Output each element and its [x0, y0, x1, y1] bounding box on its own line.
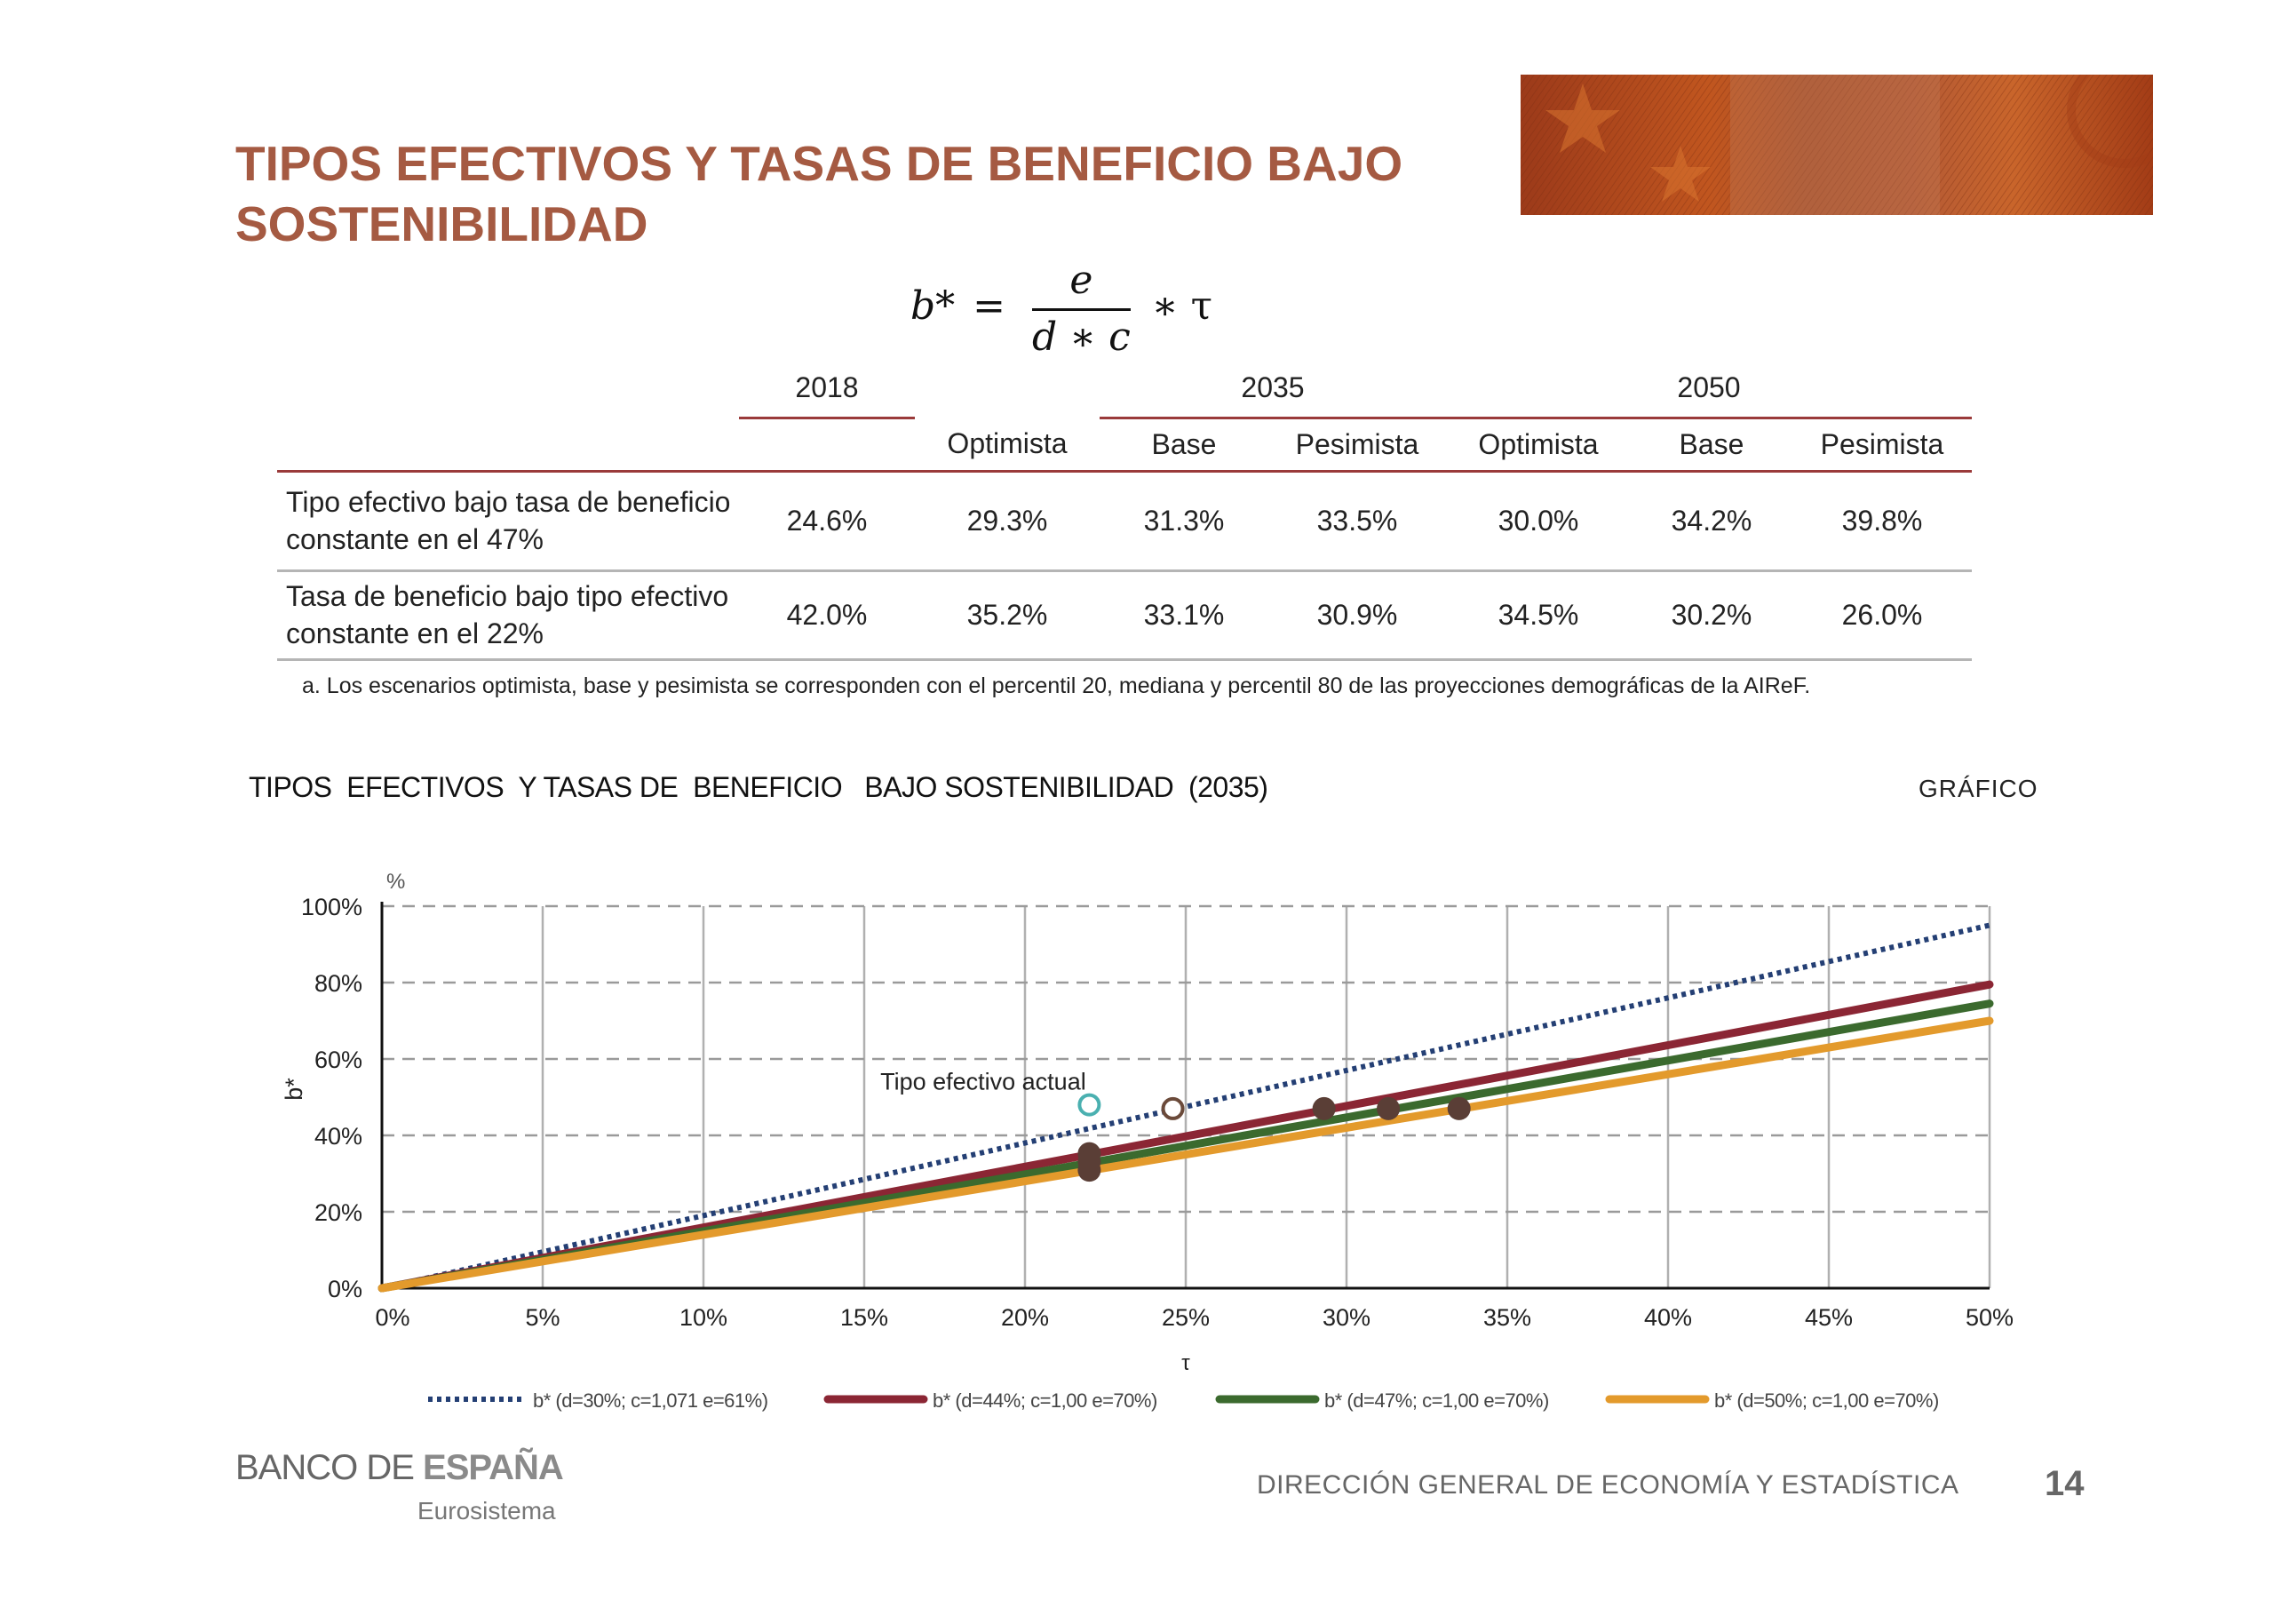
star-icon: [1650, 146, 1711, 202]
x-tick-label: 25%: [1162, 1304, 1210, 1331]
scenario-header: Pesimista: [1268, 418, 1446, 473]
table-cell: 31.3%: [1100, 471, 1268, 572]
year-header: 2035: [1100, 371, 1446, 419]
legend-label: b* (d=44%; c=1,00 e=70%): [933, 1389, 1157, 1412]
y-tick-label: 80%: [314, 970, 362, 997]
star-pattern-graphic: [1521, 75, 2153, 215]
year-header: 2018: [739, 371, 915, 419]
table-row: Tipo efectivo bajo tasa de beneficio con…: [277, 471, 1972, 572]
legend-label: b* (d=50%; c=1,00 e=70%): [1714, 1389, 1939, 1412]
table-cell: 30.2%: [1631, 570, 1792, 661]
table-cell: 33.5%: [1268, 471, 1446, 572]
y-axis-label: b*: [281, 1078, 307, 1101]
table-cell: 26.0%: [1792, 570, 1972, 661]
x-tick-label: 40%: [1644, 1304, 1692, 1331]
x-tick-label: 45%: [1805, 1304, 1853, 1331]
row-label: Tasa de beneficio bajo tipo efectivo con…: [277, 570, 739, 661]
table-cell: 34.2%: [1631, 471, 1792, 572]
x-axis-label: τ: [1181, 1351, 1190, 1375]
y-axis-unit: %: [386, 870, 405, 894]
y-tick-label: 0%: [328, 1276, 362, 1302]
x-tick-label: 35%: [1483, 1304, 1531, 1331]
table-cell: 39.8%: [1792, 471, 1972, 572]
bank-logo: BANCO DE ESPAÑA: [235, 1448, 564, 1488]
x-tick-label: 15%: [840, 1304, 888, 1331]
page-number: 14: [2045, 1464, 2085, 1503]
table-cell: 30.0%: [1446, 471, 1631, 572]
y-tick-label: 60%: [314, 1047, 362, 1073]
footer-department: DIRECCIÓN GENERAL DE ECONOMÍA Y ESTADÍST…: [1257, 1470, 1959, 1500]
x-tick-label: 50%: [1966, 1304, 2014, 1331]
data-point: [1377, 1096, 1401, 1120]
table-footnote: a. Los escenarios optimista, base y pesi…: [302, 673, 1811, 698]
formula-denominator: d ∗ c: [1032, 314, 1131, 360]
legend-label: b* (d=30%; c=1,071 e=61%): [533, 1389, 768, 1412]
table-cell: 34.5%: [1446, 570, 1631, 661]
formula: b* = e d ∗ c ∗ τ: [910, 258, 1212, 360]
y-tick-label: 100%: [301, 894, 362, 920]
star-icon: [1545, 84, 1620, 153]
logo-subtitle: Eurosistema: [417, 1497, 556, 1524]
header-banner-image: [1521, 75, 2153, 215]
data-point: [1312, 1096, 1336, 1120]
chart-title: TIPOS EFECTIVOS Y TASAS DE BENEFICIO BAJ…: [249, 771, 1268, 803]
page-title: TIPOS EFECTIVOS Y TASAS DE BENEFICIO BAJ…: [235, 136, 1403, 251]
table-cell: 29.3%: [915, 471, 1100, 572]
x-tick-label: 0%: [375, 1304, 409, 1331]
table-cell: 33.1%: [1100, 570, 1268, 661]
legend-label: b* (d=47%; c=1,00 e=70%): [1324, 1389, 1549, 1412]
table-cell: 42.0%: [739, 570, 915, 661]
y-tick-label: 20%: [314, 1199, 362, 1226]
scenario-header: Pesimista: [1792, 418, 1972, 473]
chart-tag: GRÁFICO: [1919, 775, 2038, 802]
x-tick-label: 20%: [1001, 1304, 1049, 1331]
x-tick-label: 30%: [1323, 1304, 1370, 1331]
y-tick-label: 40%: [314, 1123, 362, 1150]
data-point-hollow: [1077, 1093, 1101, 1117]
logo-text-part1: BANCO DE: [235, 1448, 424, 1487]
formula-rhs: ∗ τ: [1151, 283, 1212, 329]
x-tick-label: 5%: [525, 1304, 560, 1331]
formula-lhs: b*: [910, 283, 956, 329]
scenario-header: Base: [1100, 418, 1268, 473]
data-point: [1077, 1158, 1101, 1182]
scenario-header: Base: [1631, 418, 1792, 473]
scenario-header: Optimista: [1446, 418, 1631, 473]
table-cell: 30.9%: [1268, 570, 1446, 661]
table-cell: 24.6%: [739, 471, 915, 572]
table-row: Tasa de beneficio bajo tipo efectivo con…: [277, 570, 1972, 661]
scenario-header: Optimista: [915, 418, 1100, 473]
data-point-hollow: [1161, 1096, 1185, 1120]
results-table: 2018 2035 2050 Optimista Base Pesimista …: [277, 371, 1972, 661]
row-label: Tipo efectivo bajo tasa de beneficio con…: [277, 471, 739, 572]
year-header: 2050: [1446, 371, 1972, 419]
data-point: [1447, 1096, 1471, 1120]
logo-text-part2: ESPAÑA: [423, 1448, 564, 1487]
x-tick-label: 10%: [679, 1304, 727, 1331]
table-cell: 35.2%: [915, 570, 1100, 661]
series-line: [377, 1016, 1994, 1293]
annotation-label: Tipo efectivo actual: [880, 1068, 1086, 1095]
formula-numerator: e: [1032, 258, 1131, 311]
